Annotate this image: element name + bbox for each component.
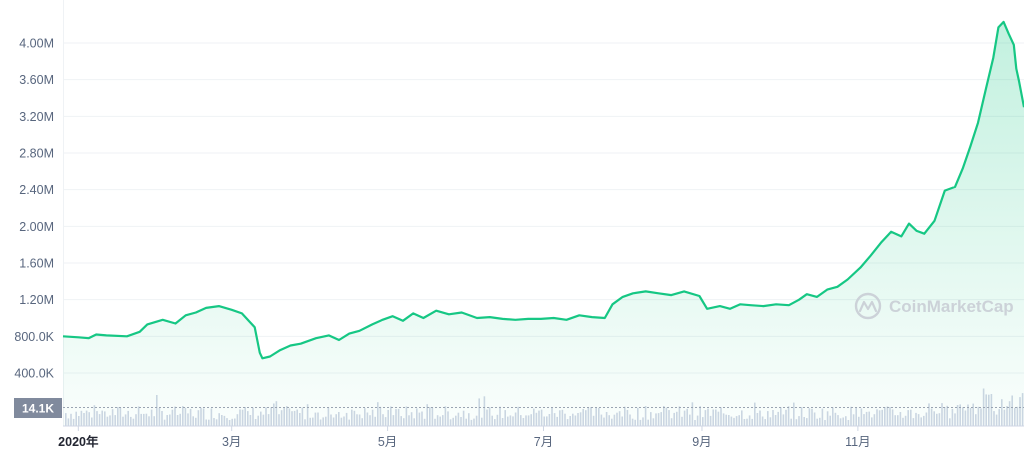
x-tick-label: 3月	[222, 435, 241, 449]
x-tick-label: 5月	[378, 435, 397, 449]
y-tick-label: 1.20M	[19, 293, 54, 307]
y-tick-label: 4.00M	[19, 37, 54, 51]
y-tick-label: 2.80M	[19, 147, 54, 161]
y-tick-label: 2.40M	[19, 183, 54, 197]
y-tick-label: 3.20M	[19, 110, 54, 124]
price-line	[62, 20, 1024, 360]
y-tick-label: 800.0K	[14, 330, 54, 344]
y-tick-label: 2.00M	[19, 220, 54, 234]
x-tick-label: 7月	[534, 435, 553, 449]
volume-label-bg	[14, 398, 62, 418]
x-tick-label: 2020年	[58, 434, 99, 449]
volume-label: 14.1K	[14, 398, 62, 418]
watermark: CoinMarketCap	[854, 292, 1014, 320]
x-axis: 2020年 3月 5月 7月 9月 11月	[58, 426, 871, 449]
x-tick-label: 11月	[845, 435, 870, 449]
coinmarketcap-logo-icon	[854, 292, 882, 320]
watermark-text: CoinMarketCap	[889, 297, 1014, 316]
price-area	[63, 21, 1024, 427]
volume-label-text: 14.1K	[22, 402, 54, 416]
y-axis: 400.0K 800.0K 1.20M 1.60M 2.00M 2.40M 2.80M 3.2…	[14, 37, 54, 381]
y-tick-label: 3.60M	[19, 73, 54, 87]
x-tick-label: 9月	[692, 435, 711, 449]
y-tick-label: 400.0K	[14, 367, 54, 381]
y-tick-label: 1.60M	[19, 257, 54, 271]
